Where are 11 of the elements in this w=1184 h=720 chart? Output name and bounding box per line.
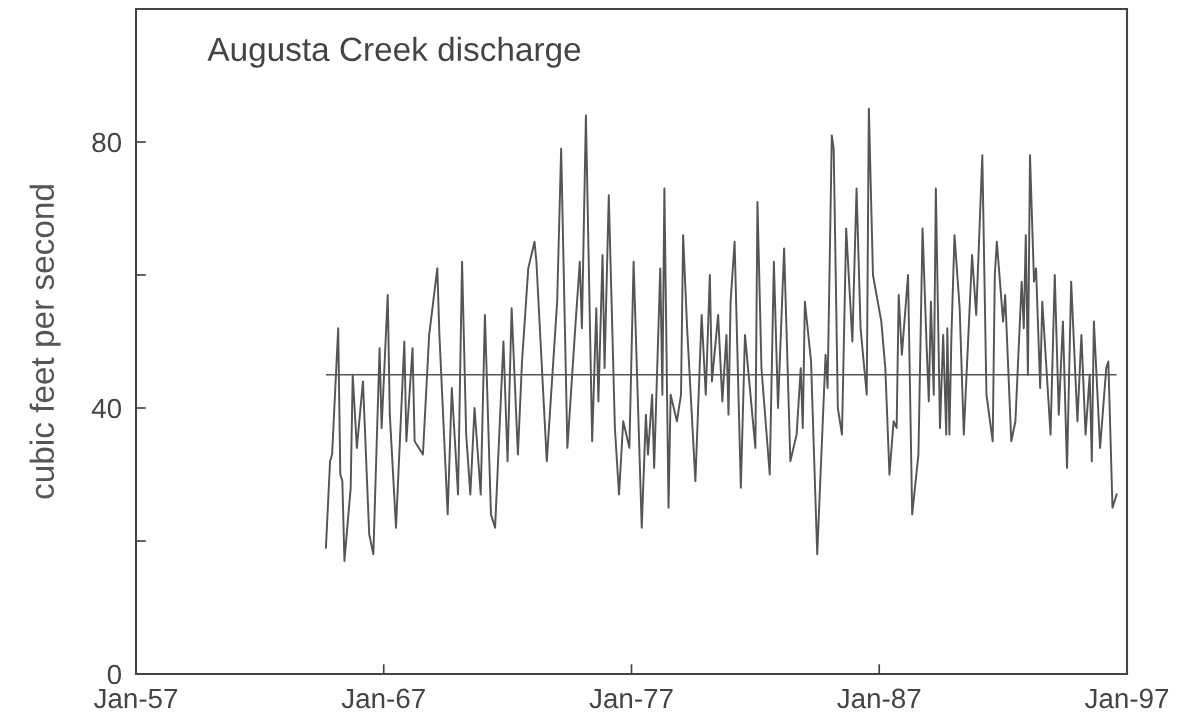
x-tick-label: Jan-57 [93,688,178,709]
y-tick-label: 80 [92,132,122,153]
y-axis-title: cubic feet per second [29,185,61,499]
text: Augusta Creek discharge [207,36,581,68]
line-series [324,107,1118,562]
x-tick-label: Jan-97 [1084,688,1169,709]
x-tick-label: Jan-77 [589,688,673,709]
y-tick-label: 0 [107,664,122,685]
x-tick-label: Jan-67 [341,688,425,709]
x-tick-label: Jan-87 [837,688,921,709]
y-tick-label: 40 [91,398,122,419]
